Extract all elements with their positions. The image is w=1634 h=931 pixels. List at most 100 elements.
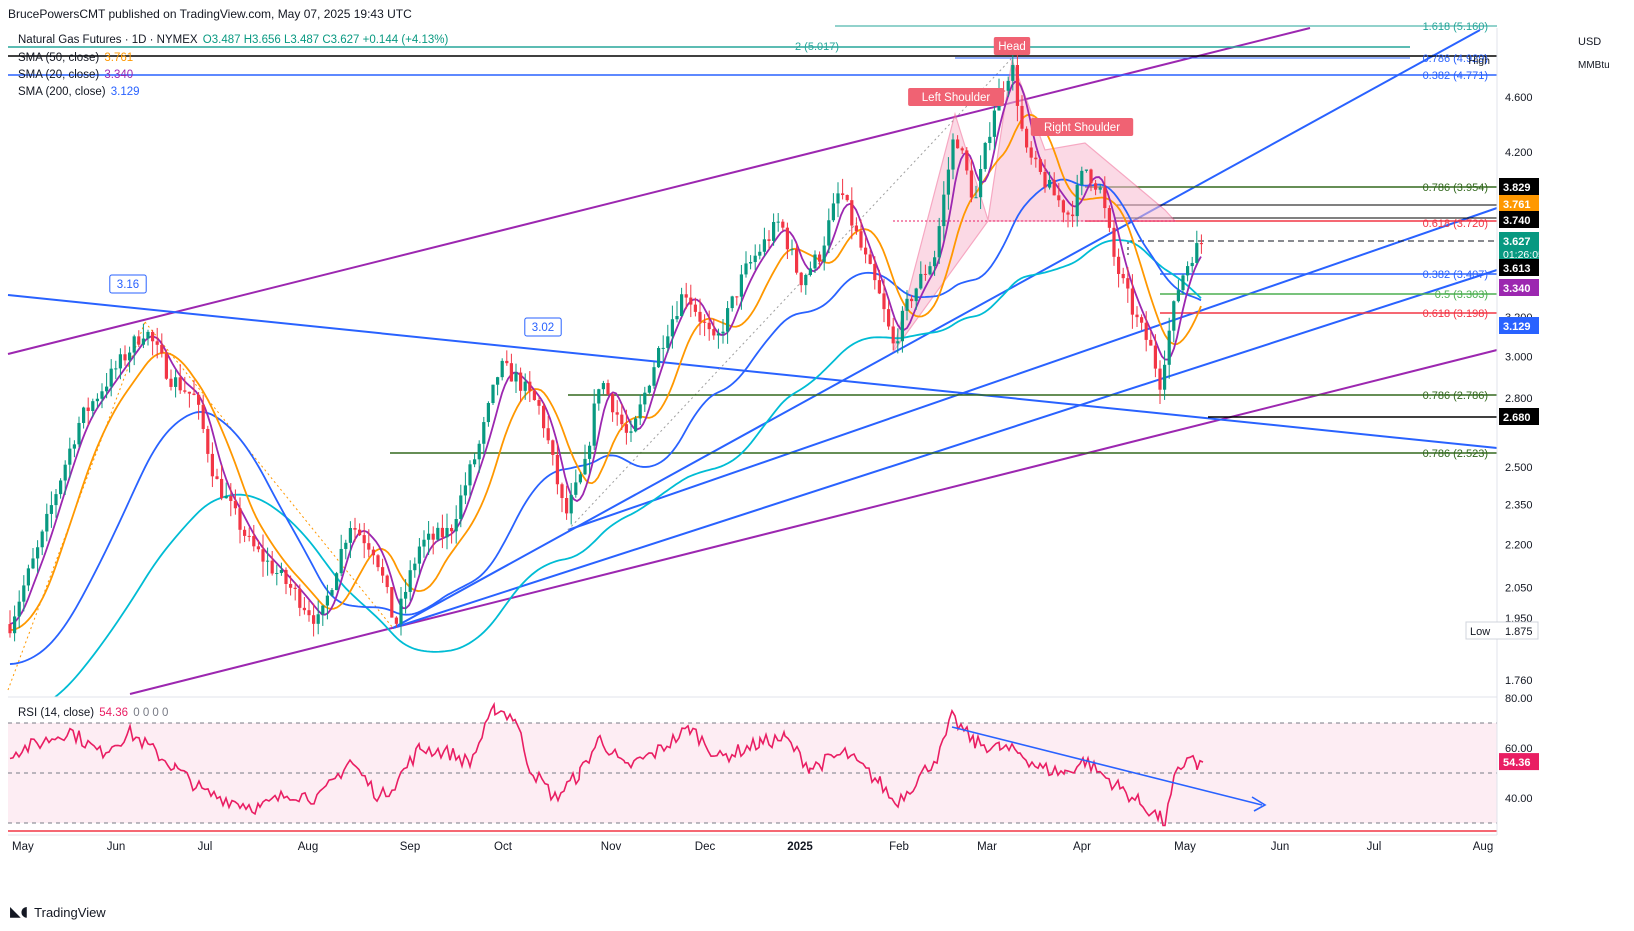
candle-body bbox=[77, 422, 81, 445]
candle-body bbox=[804, 274, 808, 286]
candle-body bbox=[680, 294, 684, 317]
price-marker: 3.761 bbox=[1499, 195, 1539, 212]
candle-body bbox=[781, 221, 785, 228]
price-marker: 2.680 bbox=[1499, 408, 1539, 425]
x-tick-label: Jul bbox=[198, 841, 213, 853]
candle-body bbox=[749, 262, 753, 264]
x-tick-label: Mar bbox=[977, 841, 997, 853]
candle-body bbox=[325, 595, 329, 606]
rsi-arrow-head bbox=[1251, 796, 1267, 812]
candle-body bbox=[739, 274, 743, 297]
x-tick-label: 2025 bbox=[787, 841, 813, 853]
dotted-projection bbox=[567, 57, 1013, 531]
legend-sma20[interactable]: SMA (20, close) 3.340 bbox=[18, 69, 133, 81]
x-tick-label: May bbox=[1174, 841, 1196, 853]
legend-sma200[interactable]: SMA (200, close) 3.129 bbox=[18, 86, 140, 98]
tradingview-logo-icon: ◣◖ bbox=[10, 904, 29, 920]
currency-label[interactable]: USD bbox=[1578, 36, 1602, 48]
candle-body bbox=[1172, 301, 1176, 331]
label-right-shoulder: Right Shoulder bbox=[1030, 118, 1134, 136]
candle-body bbox=[551, 440, 555, 455]
candle-body bbox=[500, 360, 504, 378]
candle-body bbox=[1071, 214, 1075, 217]
candle-body bbox=[546, 428, 550, 441]
candle-body bbox=[670, 319, 674, 337]
candle-body bbox=[1098, 187, 1102, 190]
candle-body bbox=[155, 341, 159, 345]
label-left-shoulder-text: Left Shoulder bbox=[922, 92, 991, 104]
candle-body bbox=[1107, 208, 1111, 228]
candle-body bbox=[408, 570, 412, 592]
candle-body bbox=[63, 464, 67, 481]
candle-body bbox=[887, 309, 891, 327]
candle-body bbox=[385, 575, 389, 588]
fib-label: 0.786 (2.786) bbox=[1423, 390, 1488, 402]
channel-upper-line bbox=[7, 27, 1311, 355]
candle-body bbox=[542, 405, 546, 429]
rising-trendline bbox=[392, 269, 1498, 629]
candle-body bbox=[137, 336, 141, 345]
candle-body bbox=[900, 310, 904, 342]
candle-body bbox=[1048, 179, 1052, 188]
candle-body bbox=[946, 169, 950, 195]
tradingview-logo[interactable]: ◣◖ TradingView bbox=[10, 904, 106, 920]
price-marker-box bbox=[1499, 232, 1539, 262]
legend-sma200-label: SMA (200, close) bbox=[18, 86, 106, 98]
candle-body bbox=[1176, 290, 1180, 302]
candle-body bbox=[523, 381, 527, 391]
candle-body bbox=[243, 529, 247, 536]
candle-body bbox=[1015, 65, 1019, 106]
candle-body bbox=[367, 543, 371, 550]
candle-body bbox=[8, 624, 12, 634]
candle-body bbox=[675, 316, 679, 320]
legend-rsi[interactable]: RSI (14, close) 54.36 0 0 0 0 bbox=[18, 707, 168, 719]
candle-body bbox=[634, 418, 638, 432]
y-tick-label: 2.500 bbox=[1505, 462, 1533, 474]
label-head: Head bbox=[993, 37, 1031, 55]
candle-body bbox=[868, 254, 872, 264]
price-marker-value: 3.129 bbox=[1503, 321, 1531, 333]
legend-symbol-row[interactable]: Natural Gas Futures · 1D · NYMEX O3.487 … bbox=[18, 34, 448, 46]
candle-body bbox=[459, 495, 463, 520]
price-marker-value: 3.740 bbox=[1503, 215, 1531, 227]
rsi-tick-label: 60.00 bbox=[1505, 743, 1533, 755]
candle-body bbox=[937, 226, 941, 258]
price-marker-box bbox=[1499, 211, 1539, 228]
candle-body bbox=[256, 546, 260, 550]
candle-body bbox=[1006, 80, 1010, 91]
candle-body bbox=[266, 560, 270, 562]
fib-label: 1.618 (5.160) bbox=[1423, 21, 1488, 33]
tradingview-brand: TradingView bbox=[34, 904, 106, 920]
fib-label: 0.618 (3.198) bbox=[1423, 308, 1488, 320]
candle-body bbox=[905, 298, 909, 311]
candle-body bbox=[86, 407, 90, 411]
candle-body bbox=[693, 304, 697, 312]
candle-body bbox=[873, 263, 877, 281]
legend-ohlc: O3.487 H3.656 L3.487 C3.627 +0.144 (+4.1… bbox=[202, 34, 449, 46]
candle-body bbox=[229, 496, 233, 501]
candle-body bbox=[390, 587, 394, 618]
candle-body bbox=[799, 272, 803, 286]
candles-group bbox=[8, 51, 1203, 642]
candle-body bbox=[601, 383, 605, 390]
candle-body bbox=[827, 220, 831, 246]
candle-body bbox=[1066, 212, 1070, 215]
candle-body bbox=[753, 255, 757, 263]
candle-body bbox=[1199, 243, 1203, 245]
candle-body bbox=[91, 401, 95, 411]
candle-body bbox=[468, 464, 472, 486]
candle-body bbox=[537, 400, 541, 406]
x-tick-label: May bbox=[12, 841, 34, 853]
fib-label: 0.382 (4.771) bbox=[1423, 70, 1488, 82]
candle-body bbox=[845, 195, 849, 201]
candle-body bbox=[174, 377, 178, 387]
candle-body bbox=[187, 391, 191, 394]
candle-body bbox=[505, 360, 509, 364]
candle-body bbox=[233, 500, 237, 509]
legend-sma20-value: 3.340 bbox=[104, 69, 134, 81]
candle-body bbox=[767, 239, 771, 241]
legend-sma50[interactable]: SMA (50, close) 3.761 bbox=[18, 52, 133, 64]
candle-body bbox=[569, 494, 573, 514]
